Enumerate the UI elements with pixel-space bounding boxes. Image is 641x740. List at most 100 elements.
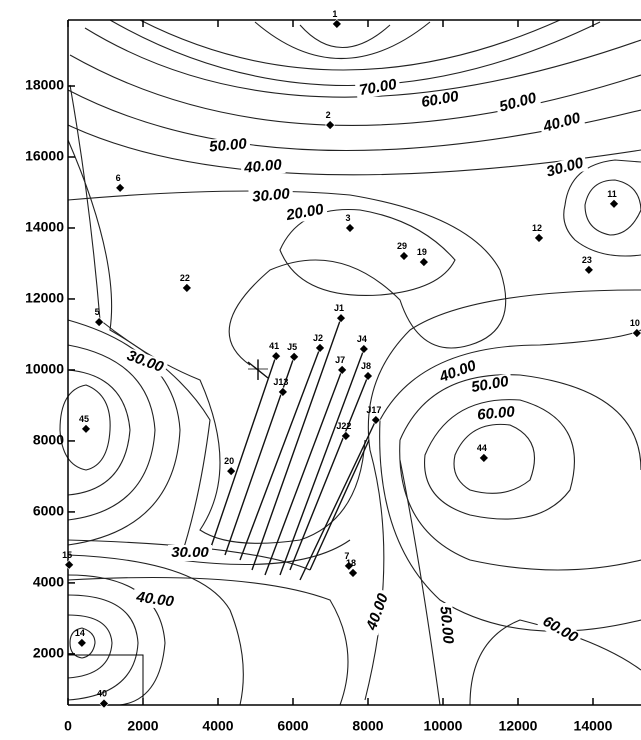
well-label: 11: [607, 189, 617, 199]
well-label: J22: [336, 421, 351, 431]
well-label: 44: [477, 443, 487, 453]
contour-label: 50.00: [436, 606, 456, 646]
contour-label: 50.00: [470, 373, 511, 396]
well-trajectory: [280, 349, 364, 575]
well-marker: [116, 183, 125, 192]
well-marker: [337, 314, 346, 323]
contour-label: 20.00: [284, 201, 326, 225]
well-marker: [371, 415, 380, 424]
well-label: 1: [332, 9, 337, 19]
y-tick-label: 4000: [33, 574, 64, 590]
contour-line: [68, 370, 130, 495]
x-tick-label: 10000: [424, 718, 463, 734]
well-label: 22: [180, 273, 190, 283]
y-tick-label: 6000: [33, 503, 64, 519]
contour-line: [68, 578, 348, 706]
well-marker: [332, 19, 341, 28]
contour-line: [400, 375, 641, 570]
contour-label: 40.00: [243, 156, 284, 176]
well-label: 29: [397, 241, 407, 251]
contour-label: 30.00: [252, 185, 292, 205]
well-marker: [359, 345, 368, 354]
well-label: J1: [334, 303, 344, 313]
contour-label: 40.00: [541, 109, 583, 136]
well-marker: [400, 252, 409, 261]
well-trajectory: [310, 440, 369, 570]
y-tick-label: 8000: [33, 432, 64, 448]
well-label: 18: [346, 558, 356, 568]
well-label: 3: [345, 213, 350, 223]
x-tick-label: 14000: [574, 718, 613, 734]
well-marker: [316, 343, 325, 352]
well-label: J8: [361, 361, 371, 371]
well-trajectory: [300, 420, 376, 580]
well-label: J4: [357, 334, 367, 344]
contour-label: 40.00: [134, 588, 175, 610]
contour-line: [454, 424, 535, 493]
well-label: J2: [313, 333, 323, 343]
y-tick-label: 14000: [25, 219, 64, 235]
contour-label: 60.00: [477, 403, 517, 423]
x-tick-label: 4000: [202, 718, 233, 734]
well-label: 20: [224, 456, 234, 466]
well-marker: [227, 467, 236, 476]
well-label: 23: [582, 255, 592, 265]
contour-label: 30.00: [545, 154, 586, 180]
well-marker: [65, 560, 74, 569]
contour-line: [564, 160, 641, 256]
well-marker: [479, 453, 488, 462]
contour-label: 40.00: [363, 591, 392, 634]
contour-line: [68, 345, 155, 520]
well-marker: [77, 638, 86, 647]
well-label: J5: [287, 342, 297, 352]
well-label: 2: [326, 110, 331, 120]
well-trajectory: [265, 370, 342, 575]
y-tick-label: 12000: [25, 290, 64, 306]
well-marker: [346, 223, 355, 232]
well-marker: [82, 424, 91, 433]
contour-line: [68, 595, 138, 700]
well-marker: [278, 387, 287, 396]
contour-map: 0 2000 4000 6000 8000 10000 12000 14000 2000 4000…: [0, 0, 641, 740]
well-marker: [272, 352, 281, 361]
contour-line: [280, 210, 455, 296]
well-marker: [100, 699, 109, 708]
well-label: 6: [116, 173, 121, 183]
well-label: J13: [273, 377, 288, 387]
well-label: 5: [95, 307, 100, 317]
well-label: 40: [97, 689, 107, 699]
x-tick-label: 2000: [127, 718, 158, 734]
well-marker: [338, 365, 347, 374]
well-label: J7: [335, 355, 345, 365]
y-tick-label: 16000: [25, 148, 64, 164]
well-label: 15: [62, 550, 72, 560]
well-marker: [610, 199, 619, 208]
well-label: 12: [532, 223, 542, 233]
well-label: 14: [75, 628, 85, 638]
well-label: J17: [366, 405, 381, 415]
well-marker: [95, 318, 104, 327]
y-tick-label: 18000: [25, 77, 64, 93]
well-marker: [632, 329, 641, 338]
well-marker: [182, 283, 191, 292]
contour-label: 30.00: [171, 544, 209, 561]
x-tick-label: 0: [64, 718, 72, 734]
contour-line: [110, 20, 600, 86]
well-marker: [326, 121, 335, 130]
contour-line: [68, 615, 112, 678]
contour-label: 50.00: [498, 89, 539, 115]
contour-line: [300, 25, 390, 48]
well-marker: [364, 371, 373, 380]
well-label: 10: [630, 318, 640, 328]
contour-label: 30.00: [125, 347, 167, 376]
y-tick-label: 2000: [33, 645, 64, 661]
y-tick-label: 10000: [25, 361, 64, 377]
x-tick-label: 12000: [499, 718, 538, 734]
contour-label: 50.00: [209, 135, 249, 155]
well-marker: [535, 233, 544, 242]
well-marker: [584, 265, 593, 274]
well-marker: [419, 258, 428, 267]
x-tick-label: 6000: [277, 718, 308, 734]
contour-label: 60.00: [420, 88, 461, 111]
well-marker: [290, 352, 299, 361]
